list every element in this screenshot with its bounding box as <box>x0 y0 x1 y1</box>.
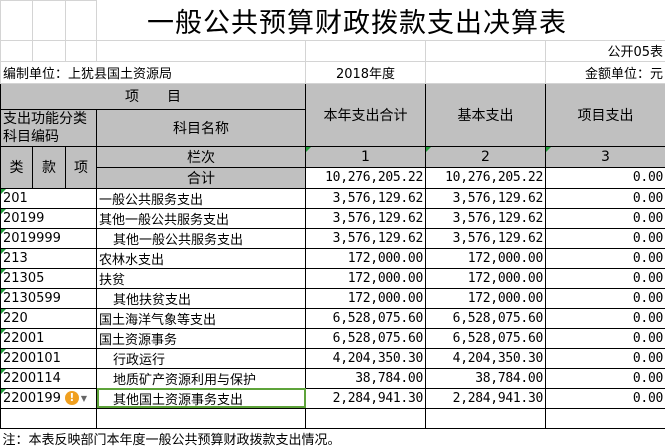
warning-icon[interactable]: ! <box>65 391 79 405</box>
row-name[interactable]: 其他扶贫支出 <box>97 288 306 308</box>
row-total[interactable]: 3,576,129.62 <box>306 208 426 228</box>
fiscal-year: 2018年度 <box>306 61 426 83</box>
row-total[interactable]: 172,000.00 <box>306 288 426 308</box>
row-code[interactable]: 213 <box>1 248 97 268</box>
row-code[interactable]: 2200114 <box>1 368 97 388</box>
row-project[interactable]: 0.00 <box>546 288 665 308</box>
row-total[interactable]: 172,000.00 <box>306 268 426 288</box>
row-basic[interactable]: 2,284,941.30 <box>426 388 546 408</box>
row-total[interactable]: 3,576,129.62 <box>306 188 426 208</box>
row-code[interactable]: 2200199!▼ <box>1 388 97 408</box>
footnote: 注：本表反映部门本年度一般公共预算财政拨款支出情况。 <box>1 428 665 448</box>
row-code[interactable]: 201 <box>1 188 97 208</box>
row-name[interactable]: 其他一般公共服务支出 <box>97 228 306 248</box>
row-name[interactable]: 其他一般公共服务支出 <box>97 208 306 228</box>
summary-basic[interactable]: 10,276,205.22 <box>426 167 546 188</box>
row-code[interactable]: 20199 <box>1 208 97 228</box>
row-name[interactable]: 一般公共服务支出 <box>97 188 306 208</box>
row-project[interactable]: 0.00 <box>546 388 665 408</box>
row-name[interactable]: 国土资源事务 <box>97 328 306 348</box>
row-name[interactable]: 扶贫 <box>97 268 306 288</box>
row-project[interactable]: 0.00 <box>546 248 665 268</box>
row-project[interactable]: 0.00 <box>546 308 665 328</box>
header-project: 项目支出 <box>546 83 665 146</box>
header-lei: 类 <box>1 146 33 188</box>
row-project[interactable]: 0.00 <box>546 328 665 348</box>
row-name[interactable]: 行政运行 <box>97 348 306 368</box>
row-total[interactable]: 2,284,941.30 <box>306 388 426 408</box>
header-basic: 基本支出 <box>426 83 546 146</box>
row-basic[interactable]: 172,000.00 <box>426 288 546 308</box>
row-basic[interactable]: 6,528,075.60 <box>426 308 546 328</box>
row-total[interactable]: 172,000.00 <box>306 248 426 268</box>
row-code[interactable]: 2200101 <box>1 348 97 368</box>
row-code[interactable]: 2130599 <box>1 288 97 308</box>
summary-label: 合计 <box>97 167 306 188</box>
col-index-3: 3 <box>546 146 665 167</box>
row-name[interactable]: 国土海洋气象等支出 <box>97 308 306 328</box>
header-col-index: 栏次 <box>97 146 306 167</box>
header-name: 科目名称 <box>97 109 306 146</box>
row-total[interactable]: 3,576,129.62 <box>306 228 426 248</box>
row-name[interactable]: 地质矿产资源利用与保护 <box>97 368 306 388</box>
row-total[interactable]: 6,528,075.60 <box>306 308 426 328</box>
row-code[interactable]: 22001 <box>1 328 97 348</box>
row-project[interactable]: 0.00 <box>546 368 665 388</box>
header-kuan: 款 <box>33 146 66 188</box>
report-title: 一般公共预算财政拨款支出决算表 <box>97 1 665 41</box>
row-total[interactable]: 6,528,075.60 <box>306 328 426 348</box>
row-basic[interactable]: 3,576,129.62 <box>426 208 546 228</box>
summary-total[interactable]: 10,276,205.22 <box>306 167 426 188</box>
row-total[interactable]: 38,784.00 <box>306 368 426 388</box>
row-basic[interactable]: 172,000.00 <box>426 268 546 288</box>
summary-project[interactable]: 0.00 <box>546 167 665 188</box>
form-number: 公开05表 <box>546 40 665 61</box>
row-project[interactable]: 0.00 <box>546 348 665 368</box>
col-index-1: 1 <box>306 146 426 167</box>
row-project[interactable]: 0.00 <box>546 268 665 288</box>
row-basic[interactable]: 4,204,350.30 <box>426 348 546 368</box>
row-project[interactable]: 0.00 <box>546 188 665 208</box>
row-name[interactable]: 农林水支出 <box>97 248 306 268</box>
compiling-unit: 编制单位：上犹县国土资源局 <box>1 61 306 83</box>
row-project[interactable]: 0.00 <box>546 228 665 248</box>
header-xiang: 项 <box>66 146 97 188</box>
header-code: 支出功能分类科目编码 <box>1 109 97 146</box>
row-code[interactable]: 2019999 <box>1 228 97 248</box>
row-project[interactable]: 0.00 <box>546 208 665 228</box>
col-index-2: 2 <box>426 146 546 167</box>
row-basic[interactable]: 3,576,129.62 <box>426 228 546 248</box>
header-total: 本年支出合计 <box>306 83 426 146</box>
currency-unit: 金额单位：元 <box>546 61 665 83</box>
row-basic[interactable]: 3,576,129.62 <box>426 188 546 208</box>
row-code[interactable]: 220 <box>1 308 97 328</box>
row-total[interactable]: 4,204,350.30 <box>306 348 426 368</box>
row-basic[interactable]: 38,784.00 <box>426 368 546 388</box>
empty-row <box>1 408 665 428</box>
row-basic[interactable]: 172,000.00 <box>426 248 546 268</box>
header-item: 项 目 <box>1 83 306 109</box>
dropdown-arrow-icon[interactable]: ▼ <box>81 394 87 403</box>
row-code[interactable]: 21305 <box>1 268 97 288</box>
row-name[interactable]: 其他国土资源事务支出 <box>97 388 306 408</box>
row-basic[interactable]: 6,528,075.60 <box>426 328 546 348</box>
